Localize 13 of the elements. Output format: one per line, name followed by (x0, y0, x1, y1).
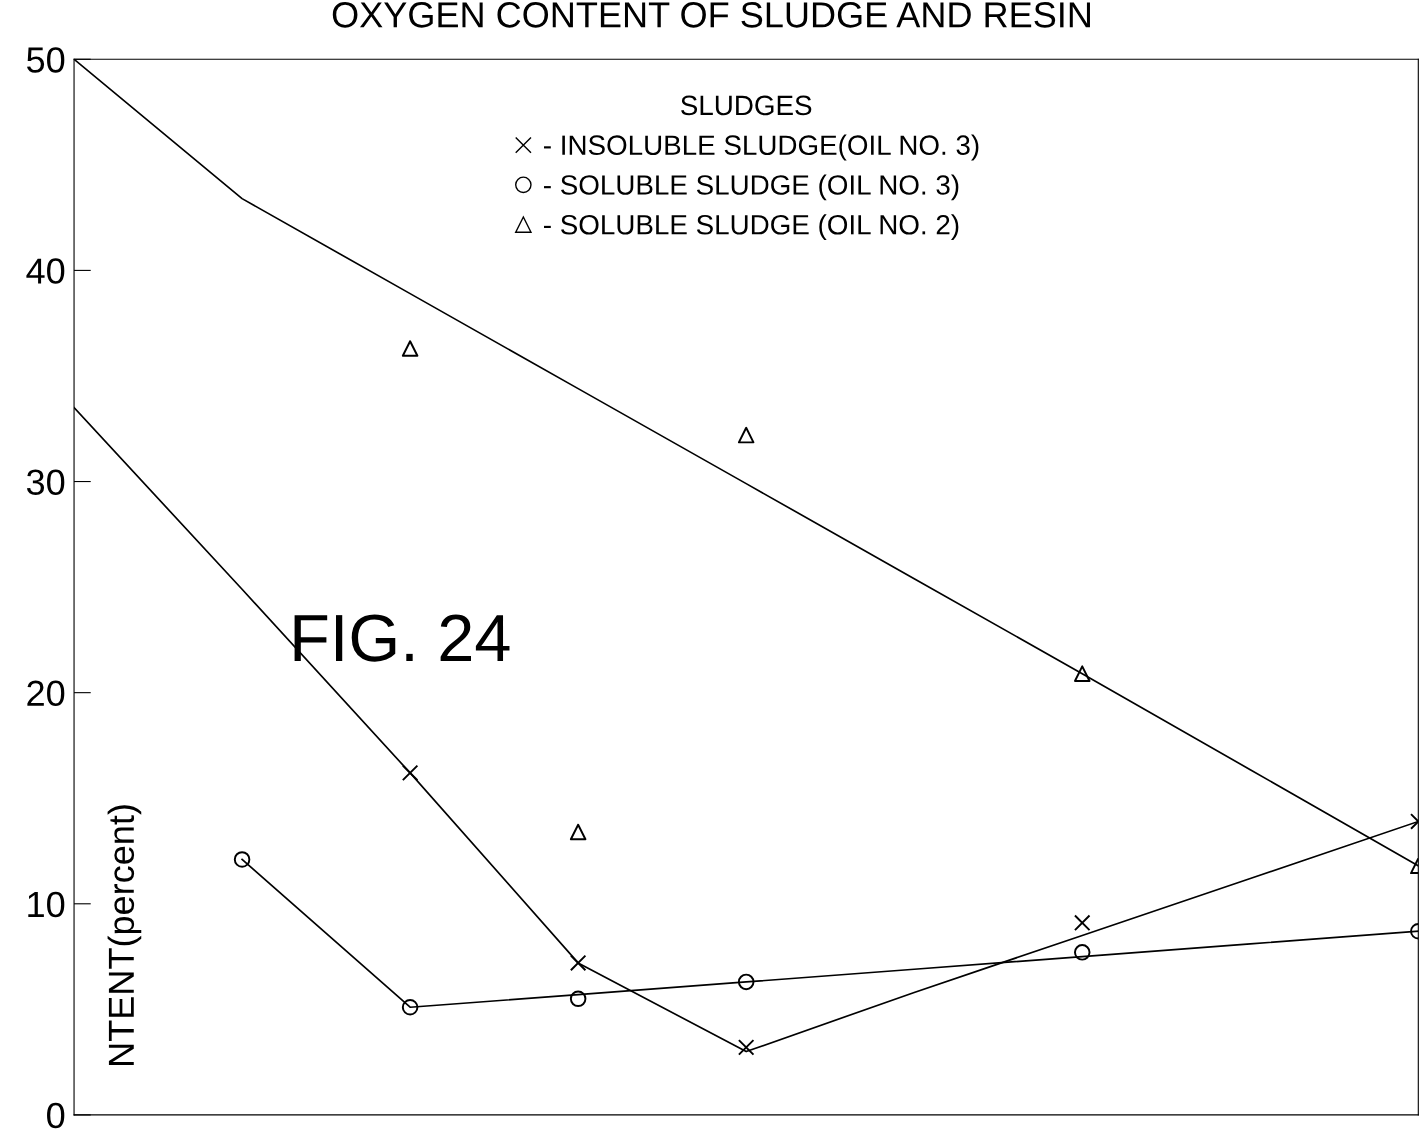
legend-label: - INSOLUBLE SLUDGE(OIL NO. 3) (544, 134, 979, 161)
legend-label: - SOLUBLE SLUDGE (OIL NO. 2) (544, 214, 959, 241)
y-tick-label: 20 (27, 680, 65, 707)
annotation: FIG. 24 (294, 614, 510, 662)
y-axis-title: NTENT(percent) (107, 805, 142, 1065)
y-tick-label: 0 (47, 1102, 65, 1129)
y-tick-label: 40 (26, 258, 65, 284)
chart-title: OXYGEN CONTENT OF SLUDGE AND RESIN (332, 2, 1090, 28)
y-tick-label: 50 (27, 47, 65, 73)
y-tick-label: 30 (26, 469, 65, 495)
y-tick-label: 10 (28, 891, 65, 918)
legend-label: - SOLUBLE SLUDGE (OIL NO. 3) (544, 174, 959, 201)
legend-title: SLUDGES (681, 95, 812, 116)
